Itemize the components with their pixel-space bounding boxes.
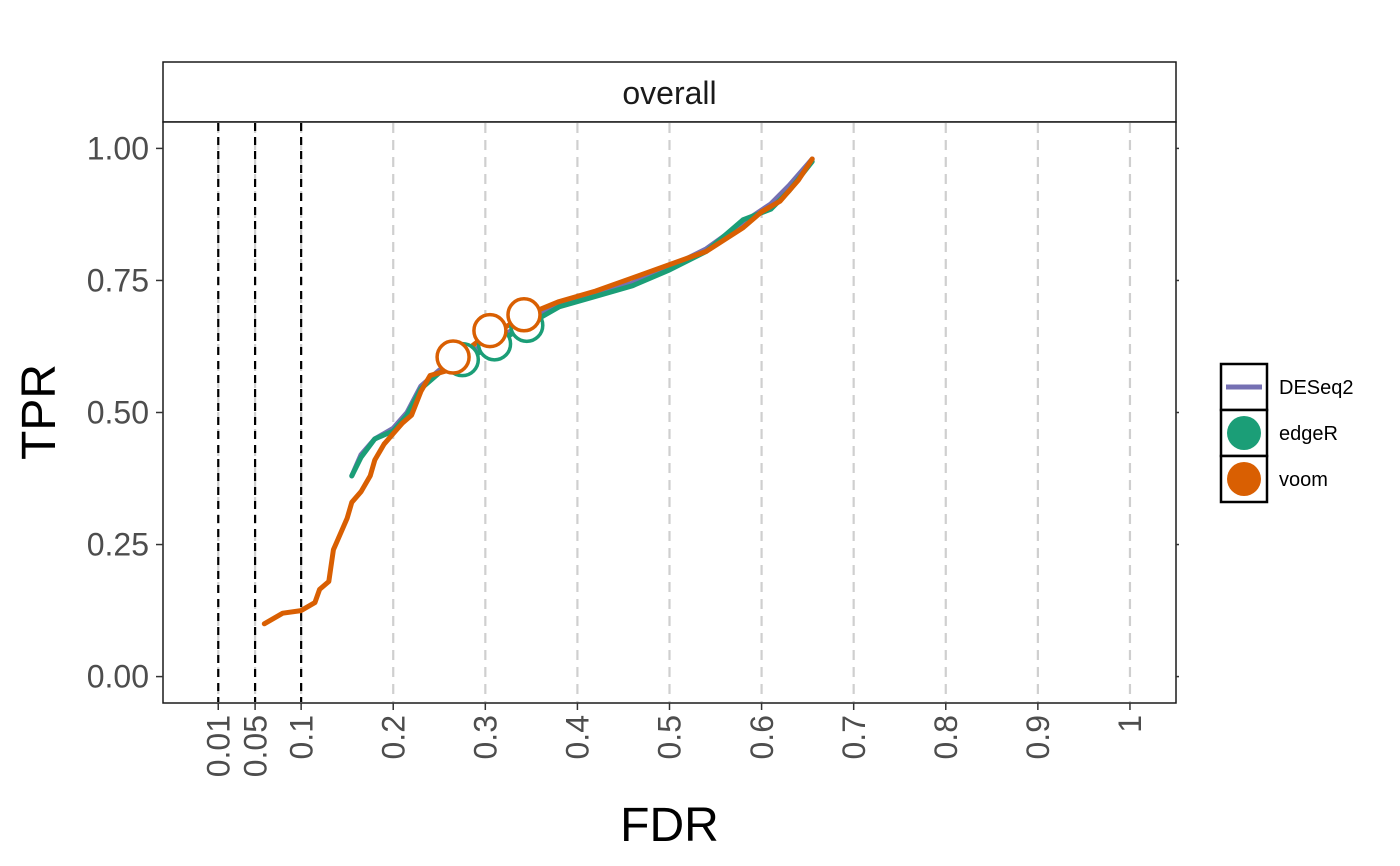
y-tick-label-0-25: 0.25 — [87, 527, 149, 563]
y-tick-label-1-00: 1.00 — [87, 130, 149, 166]
marker-voom-0 — [435, 339, 471, 375]
x-tick-label-0-7: 0.7 — [836, 715, 872, 759]
x-tick-label-0-4: 0.4 — [560, 715, 596, 759]
y-axis-title: TPR — [13, 364, 66, 460]
marker-voom-1 — [472, 312, 508, 349]
x-tick-label-0-3: 0.3 — [468, 715, 504, 759]
x-axis-title: FDR — [620, 799, 719, 852]
x-tick-label-0-6: 0.6 — [744, 715, 780, 759]
threshold-markers — [435, 297, 545, 378]
x-tick-label-0-5: 0.5 — [652, 715, 688, 759]
series-line-voom — [261, 156, 815, 627]
x-tick-label-0-1: 0.1 — [283, 715, 319, 759]
x-tick-label-1: 1 — [1112, 715, 1148, 733]
y-tick-label-0-75: 0.75 — [87, 262, 149, 298]
marker-voom-2 — [506, 297, 542, 333]
x-tick-label-0-8: 0.8 — [928, 715, 964, 759]
x-tick-label-0-01: 0.01 — [200, 715, 236, 777]
y-tick-label-0-00: 0.00 — [87, 659, 149, 695]
y-tick-label-0-50: 0.50 — [87, 395, 149, 431]
legend-label-edger: edgeR — [1279, 423, 1338, 445]
legend-dot-edger — [1227, 416, 1261, 450]
facet-strip-label: overall — [622, 75, 716, 111]
legend: DESeq2 edgeR voom — [1219, 362, 1354, 504]
legend-item-voom: voom — [1219, 454, 1328, 504]
x-tick-label-0-9: 0.9 — [1020, 715, 1056, 759]
y-axis: 0.00 0.25 0.50 0.75 1.00 — [87, 130, 1179, 695]
legend-item-deseq2: DESeq2 — [1219, 362, 1354, 412]
x-tick-label-0-2: 0.2 — [375, 715, 411, 759]
facet-strip — [162, 61, 1177, 123]
legend-dot-voom — [1227, 462, 1261, 496]
x-axis: 0.01 0.05 0.1 0.2 0.3 0.4 0.5 0.6 0.7 0.8 0.9 1 — [200, 703, 1148, 777]
legend-item-edger: edgeR — [1219, 408, 1338, 458]
legend-label-deseq2: DESeq2 — [1279, 377, 1354, 399]
threshold-lines — [217, 123, 303, 702]
x-tick-label-0-05: 0.05 — [237, 715, 273, 777]
legend-label-voom: voom — [1279, 469, 1328, 491]
